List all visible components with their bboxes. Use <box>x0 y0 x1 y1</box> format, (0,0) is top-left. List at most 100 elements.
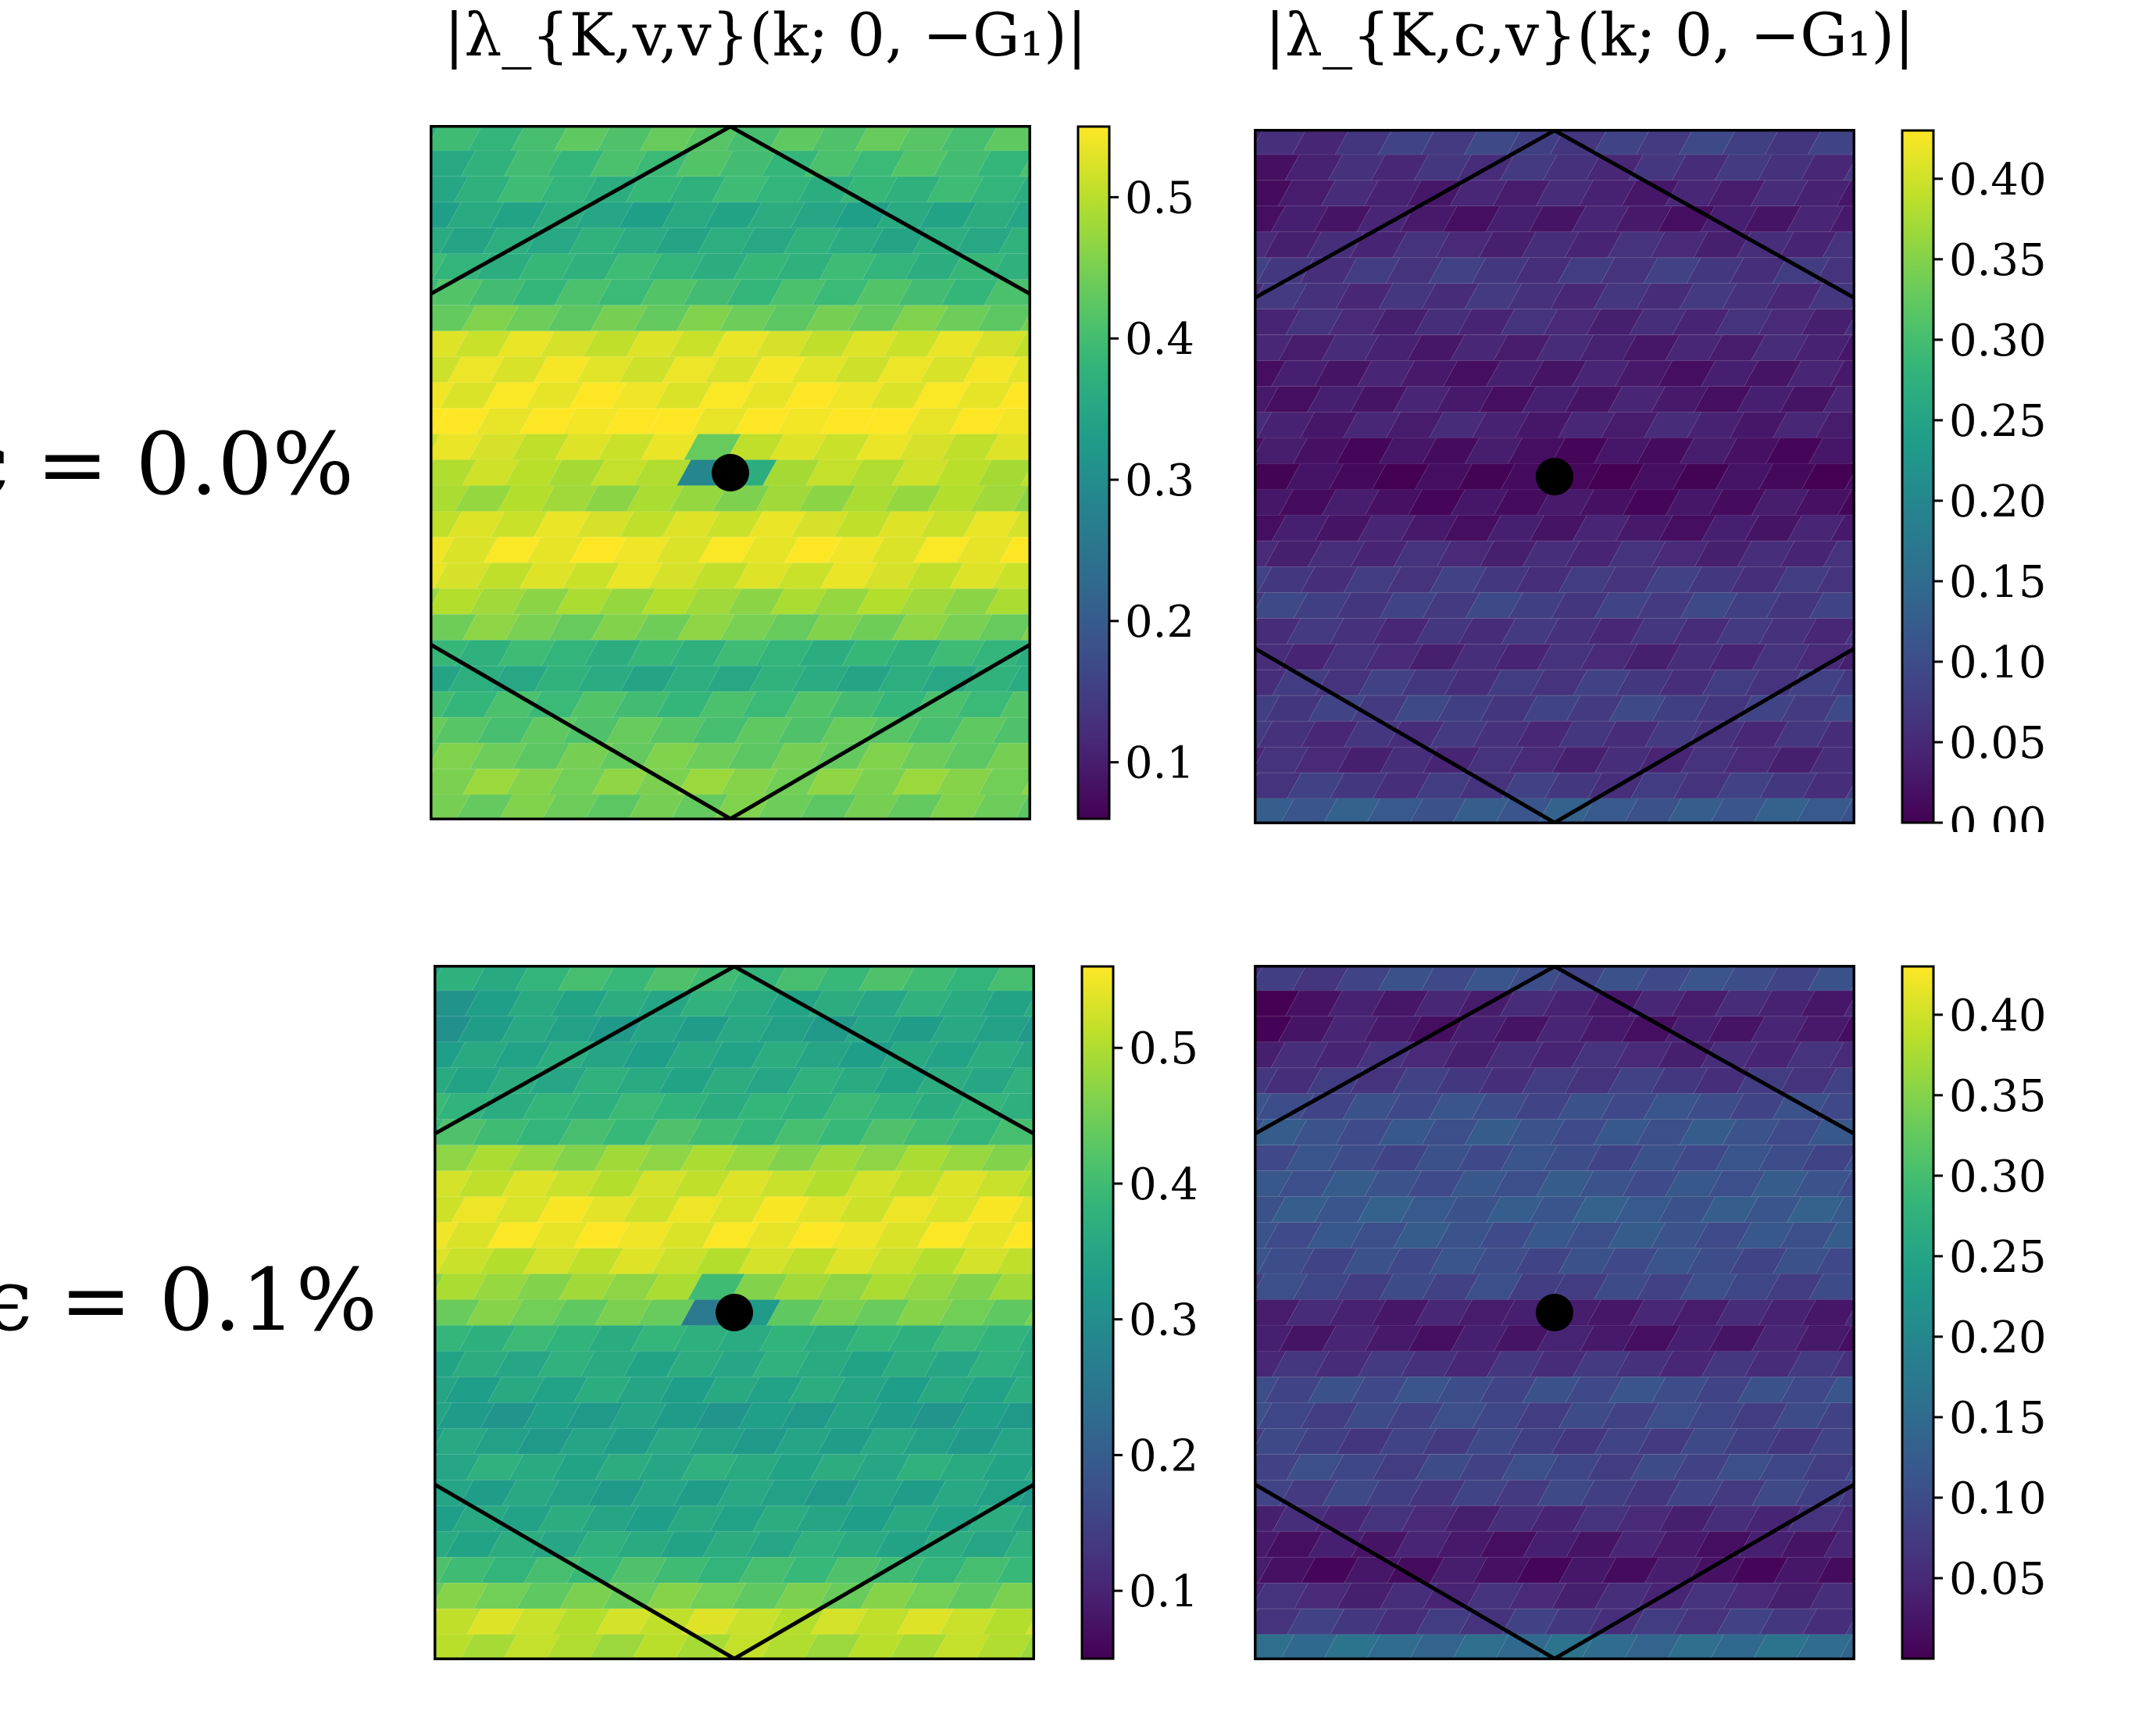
colorbar-tick-label: 0.30 <box>1949 1152 2047 1202</box>
heatmap-cell <box>1830 1351 1855 1377</box>
heatmap-cell <box>998 382 1031 409</box>
colorbar-tick-label: 0.05 <box>1949 1554 2047 1605</box>
heatmap-cell <box>994 1093 1035 1120</box>
heatmap-cell <box>1830 669 1855 696</box>
heatmap-cell <box>996 1556 1035 1584</box>
colorbar-vv-eps0: 0.1 0.2 0.3 0.4 0.5 <box>1076 125 1194 820</box>
heatmap-cell <box>1254 1427 1266 1449</box>
heatmap-cell <box>1795 1634 1854 1660</box>
colorbar-tick-label: 0.20 <box>1949 1313 2047 1363</box>
heatmap-cell <box>1009 1041 1035 1069</box>
heatmap-cell <box>842 794 901 820</box>
heatmap-cell <box>991 253 1031 280</box>
heatmap-cell <box>1837 489 1855 516</box>
colorbar-tick-label: 0.10 <box>1949 638 2047 688</box>
heatmap-cell <box>1003 1531 1035 1558</box>
colorbar-tick-label: 0.3 <box>1129 1295 1198 1346</box>
colorbar-tick-label: 0.40 <box>1949 155 2047 205</box>
colorbar-vv-eps01: 0.1 0.2 0.3 0.4 0.5 <box>1080 965 1198 1660</box>
heatmap-cell <box>1666 1634 1725 1660</box>
colorbar-gradient <box>1080 965 1115 1660</box>
heatmap-cell <box>1823 695 1855 722</box>
heatmap-cell <box>1815 412 1855 438</box>
heatmap-cell <box>1752 1634 1811 1660</box>
heatmap-cell <box>1019 155 1031 177</box>
heatmap-cell <box>1829 360 1855 388</box>
row-label-bottom: ϵ = 0.1% <box>0 1250 378 1350</box>
heatmap-cell <box>1005 202 1031 229</box>
heatmap-cell <box>1254 798 1295 824</box>
heatmap-cell <box>1816 1556 1855 1584</box>
heatmap-cell <box>1494 1634 1553 1660</box>
heatmap-cell <box>1006 665 1031 692</box>
heatmap-cell <box>1005 511 1031 538</box>
heatmap-cell <box>991 408 1031 434</box>
heatmap-cell <box>1580 1634 1639 1660</box>
panel-frame <box>430 125 1031 820</box>
heatmap-cell <box>627 794 686 820</box>
colorbar-tick-label: 0.4 <box>1129 1159 1198 1210</box>
panel-frame <box>434 965 1035 1660</box>
heatmap-cell <box>1366 798 1424 824</box>
panel-frame <box>1254 129 1855 824</box>
heatmap-cell <box>1408 1634 1467 1660</box>
center-point-marker <box>712 454 749 491</box>
heatmap-cell <box>1709 798 1768 824</box>
column-title-right: |λ_{K,c,v}(k; 0, −G₁)| <box>1265 0 1915 70</box>
heatmap-cell <box>1836 1016 1855 1043</box>
heatmap-cell <box>889 1634 948 1660</box>
heatmap-cell <box>631 1634 690 1660</box>
colorbar-tick-label: 0.5 <box>1125 173 1194 223</box>
heatmap-cell <box>1019 310 1031 332</box>
colorbar-tick-label: 0.15 <box>1949 557 2047 608</box>
heatmap-cell <box>1002 1377 1035 1403</box>
heatmap-cell <box>1823 1377 1855 1403</box>
heatmap-cell <box>1012 176 1031 203</box>
heatmap-cell <box>1254 746 1266 769</box>
heatmap-cell <box>1795 798 1854 824</box>
heatmap-cell <box>1844 1150 1855 1172</box>
heatmap-cell <box>1829 1196 1855 1223</box>
colorbar-tick-label: 0.30 <box>1949 316 2047 366</box>
heatmap-cell <box>1254 1634 1295 1660</box>
heatmap-cell <box>1844 314 1855 336</box>
heatmap-cell <box>1816 720 1855 748</box>
colorbar-tick-label: 0.05 <box>1949 718 2047 769</box>
heatmap-cell <box>430 794 471 820</box>
colorbar-tick-label: 0.25 <box>1949 1232 2047 1283</box>
heatmap-cell <box>1001 1222 1035 1248</box>
colorbar-tick-label: 0.35 <box>1949 235 2047 286</box>
heatmap-cell <box>1001 1067 1035 1095</box>
heatmap-panel-cv-eps01 <box>1254 965 1855 1660</box>
heatmap-cell <box>1023 995 1035 1017</box>
heatmap-cell <box>1451 798 1510 824</box>
column-title-left: |λ_{K,v,v}(k; 0, −G₁)| <box>444 0 1087 70</box>
heatmap-cell <box>1815 1402 1855 1429</box>
colorbar-cv-eps01: 0.05 0.10 0.15 0.20 0.25 0.30 0.35 0.40 <box>1901 965 2047 1660</box>
heatmap-cell <box>1838 798 1855 824</box>
heatmap-cell <box>1254 591 1266 613</box>
heatmap-cell <box>1829 1041 1855 1069</box>
heatmap-cell <box>1815 1248 1855 1274</box>
heatmap-cell <box>430 742 442 765</box>
heatmap-cell <box>994 1248 1035 1274</box>
heatmap-panel-cv-eps0 <box>1254 129 1855 824</box>
center-point-marker <box>1536 1294 1573 1331</box>
heatmap-cell <box>434 1582 446 1605</box>
heatmap-cell <box>932 1634 991 1660</box>
colorbar-tick-label: 0.10 <box>1949 1473 2047 1524</box>
heatmap-cell <box>846 1634 905 1660</box>
heatmap-cell <box>1837 334 1855 362</box>
heatmap-cell <box>1837 1325 1855 1352</box>
colorbar-tick-label: 0.4 <box>1125 314 1194 365</box>
heatmap-cell <box>1822 231 1855 259</box>
heatmap-cell <box>998 227 1031 255</box>
colorbar-tick-label: 0.1 <box>1125 738 1194 789</box>
colorbar-cv-eps0: 0.00 0.05 0.10 0.15 0.20 0.25 0.30 0.35 0.40 <box>1901 129 2047 832</box>
heatmap-panel-vv-eps01 <box>434 965 1035 1660</box>
heatmap-cell <box>1815 566 1855 593</box>
heatmap-cell <box>1009 1196 1035 1223</box>
heatmap-cell <box>1838 1634 1855 1660</box>
heatmap-cell <box>1016 1016 1035 1043</box>
heatmap-cell <box>999 691 1031 718</box>
